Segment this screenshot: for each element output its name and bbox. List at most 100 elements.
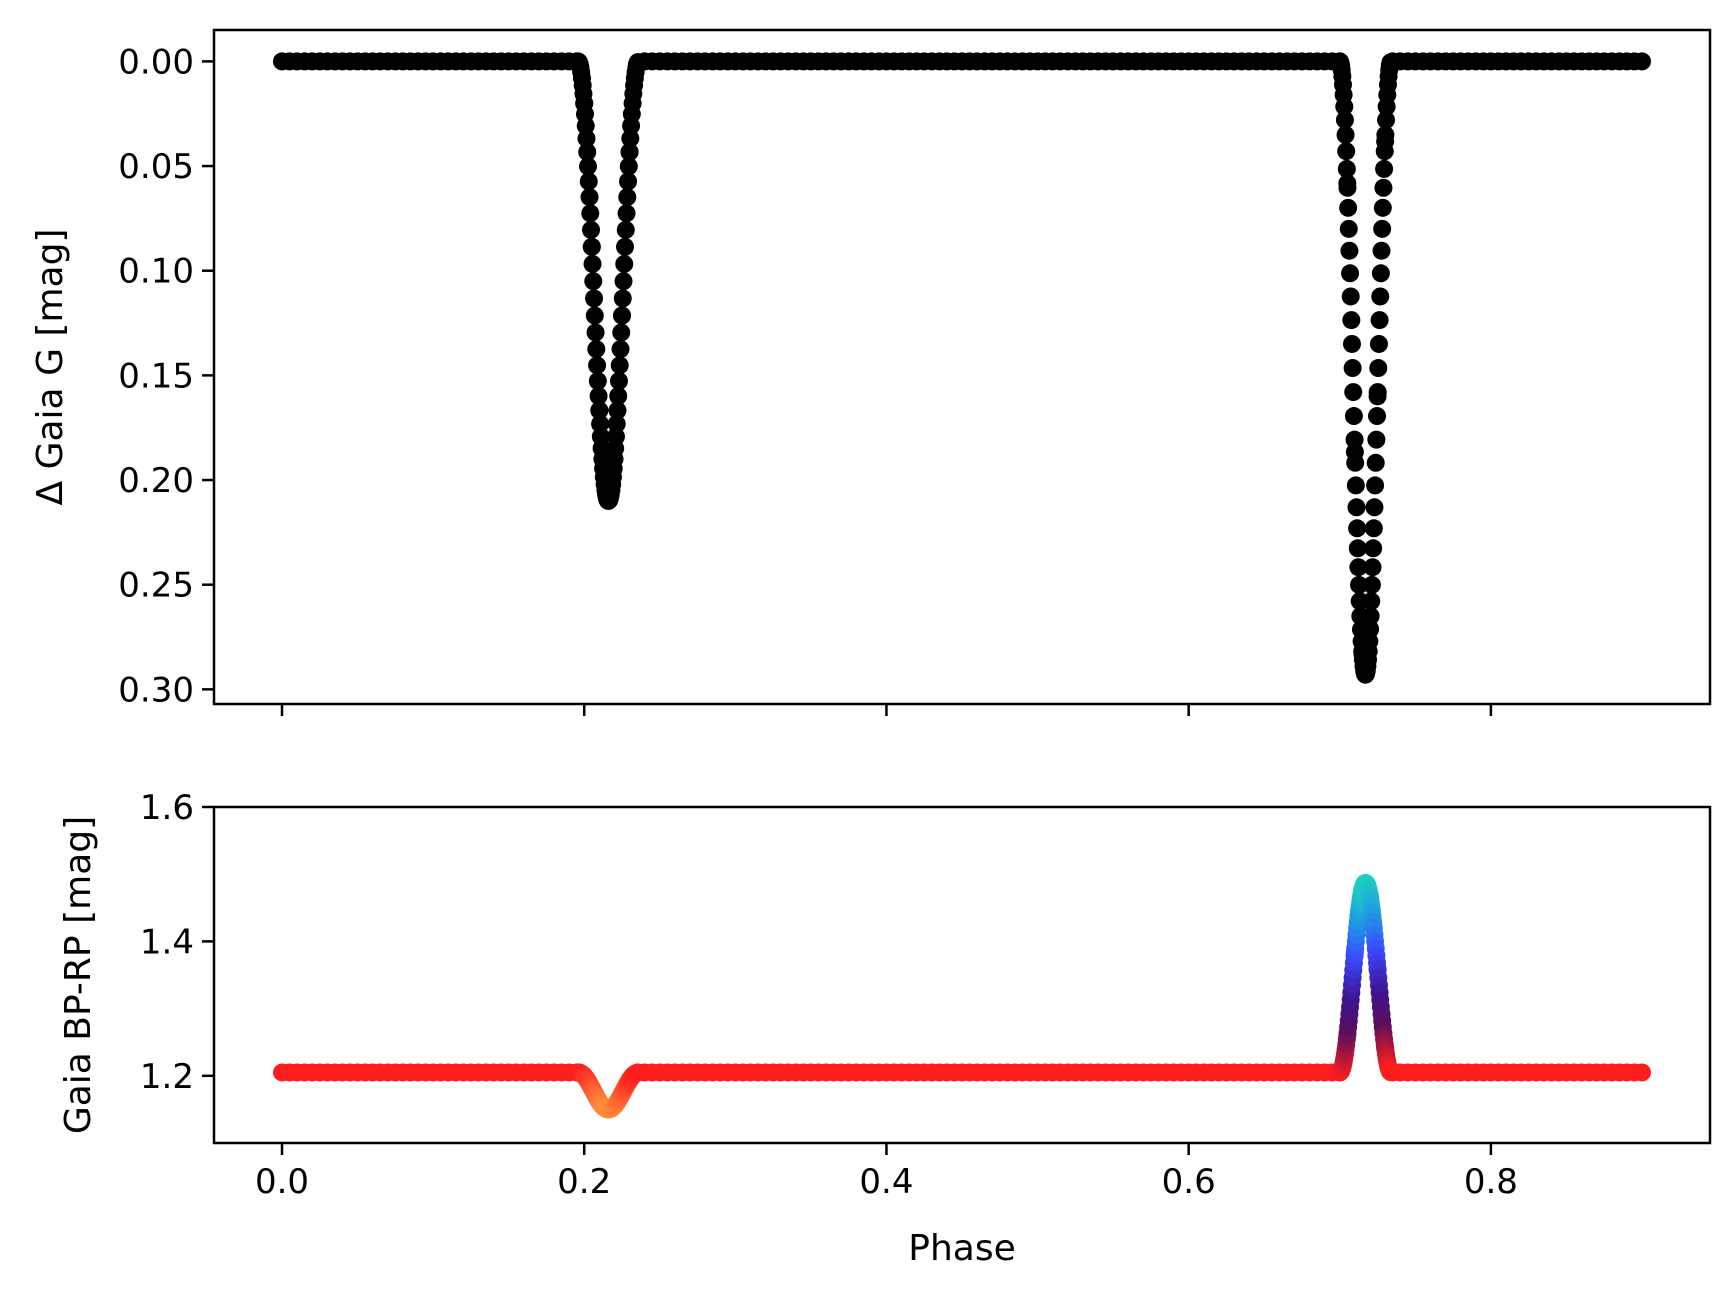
top-data-point — [1346, 476, 1365, 495]
y-tick-label: 0.10 — [118, 252, 194, 292]
bottom-data-point — [1633, 1063, 1651, 1082]
bottom-panel: 0.0 0.2 0.4 0.6 0.8 1.2 1.4 1.6 Gaia BP-RP [ma… — [58, 788, 1712, 1269]
x-tick-label: 0.0 — [255, 1162, 309, 1202]
x-tick-label: 0.2 — [557, 1162, 611, 1202]
top-data-point — [1341, 287, 1360, 306]
y-tick-label: 0.15 — [118, 356, 194, 396]
y-tick-label: 0.20 — [118, 461, 194, 501]
top-data-point — [590, 401, 609, 420]
top-data-point — [609, 387, 628, 406]
top-data-point — [618, 188, 637, 207]
top-y-ticks: 0.00 0.05 0.10 0.15 0.20 0.25 0.30 — [118, 42, 214, 710]
top-data-point — [588, 371, 607, 390]
top-data-point — [619, 157, 638, 176]
top-data-point — [587, 340, 606, 359]
top-data-point — [1342, 311, 1361, 330]
top-data-point — [1350, 575, 1369, 594]
top-data-point — [1370, 311, 1389, 330]
top-data-point — [1339, 219, 1358, 238]
top-data-point — [1340, 241, 1359, 260]
top-data-point — [1336, 125, 1355, 144]
top-data-point — [1362, 592, 1381, 611]
top-data-point — [1373, 198, 1392, 217]
top-data-point — [1337, 159, 1356, 178]
top-data-point — [581, 204, 600, 223]
top-data-point — [1346, 453, 1365, 472]
top-data-point — [1368, 383, 1387, 402]
top-data-point — [1366, 453, 1385, 472]
bottom-plot-frame — [212, 805, 1712, 1145]
y-tick-label: 0.05 — [118, 147, 194, 187]
top-data-point — [579, 157, 597, 176]
top-data-point — [607, 414, 626, 433]
top-panel: 0.00 0.05 0.10 0.15 0.20 0.25 0.30 Δ Gaia G [m… — [30, 28, 1712, 716]
top-data-point — [1373, 219, 1392, 238]
top-data-point — [577, 129, 596, 148]
top-data-point — [588, 356, 607, 375]
x-tick-label: 0.8 — [1464, 1162, 1518, 1202]
top-data-point — [619, 172, 638, 191]
bottom-y-axis-label: Gaia BP-RP [mag] — [58, 816, 99, 1134]
top-data-point — [1375, 159, 1394, 178]
top-data-point — [1338, 178, 1357, 197]
top-data-point — [580, 188, 599, 207]
top-data-point — [613, 289, 632, 308]
top-data-point — [1348, 519, 1367, 538]
top-data-point — [1376, 125, 1395, 144]
top-data-point — [1364, 519, 1383, 538]
top-data-points — [273, 52, 1651, 684]
y-tick-label: 0.25 — [118, 566, 194, 606]
top-data-point — [1366, 476, 1385, 495]
top-data-point — [1335, 110, 1354, 129]
top-data-point — [586, 323, 605, 342]
top-data-point — [579, 172, 598, 191]
top-data-point — [1337, 142, 1356, 161]
top-data-point — [1371, 287, 1390, 306]
y-tick-label: 0.30 — [118, 670, 194, 710]
y-tick-label: 1.6 — [140, 788, 194, 828]
top-data-point — [1361, 607, 1380, 626]
top-data-point — [582, 237, 601, 256]
bottom-data-points — [273, 873, 1651, 1119]
top-data-point — [583, 254, 602, 273]
top-data-point — [1369, 334, 1388, 353]
x-tick-label: 0.6 — [1162, 1162, 1216, 1202]
top-plot-frame — [212, 28, 1712, 706]
top-data-point — [1342, 334, 1361, 353]
top-data-point — [1371, 264, 1390, 283]
top-data-point — [620, 143, 639, 161]
top-data-point — [611, 340, 630, 359]
bottom-x-axis-label: Phase — [908, 1228, 1016, 1269]
top-data-point — [1348, 539, 1367, 558]
top-data-point — [1374, 178, 1393, 197]
top-data-point — [578, 143, 597, 161]
top-data-point — [1361, 619, 1379, 638]
top-data-point — [582, 220, 601, 239]
bottom-y-ticks: 1.2 1.4 1.6 — [140, 788, 214, 1097]
top-data-point — [1365, 498, 1384, 517]
top-data-point — [1369, 359, 1388, 378]
top-y-axis-label: Δ Gaia G [mag] — [30, 229, 71, 506]
top-data-point — [608, 401, 627, 420]
top-data-point — [1349, 558, 1368, 577]
top-data-point — [615, 254, 634, 273]
top-data-point — [617, 204, 636, 223]
top-data-point — [614, 272, 633, 291]
top-data-point — [616, 220, 635, 239]
top-data-point — [1343, 359, 1362, 378]
top-x-ticks — [280, 704, 1493, 716]
y-tick-label: 0.00 — [118, 42, 194, 82]
top-data-point — [1341, 264, 1360, 283]
top-data-point — [1339, 198, 1358, 217]
top-data-point — [1344, 383, 1363, 402]
top-data-point — [1344, 407, 1363, 426]
top-data-point — [585, 289, 604, 308]
top-data-point — [613, 306, 631, 325]
top-data-point — [612, 323, 631, 342]
top-data-point — [1347, 498, 1366, 517]
y-tick-label: 1.4 — [140, 922, 194, 962]
top-data-point — [610, 356, 629, 375]
top-data-point — [1377, 110, 1396, 129]
